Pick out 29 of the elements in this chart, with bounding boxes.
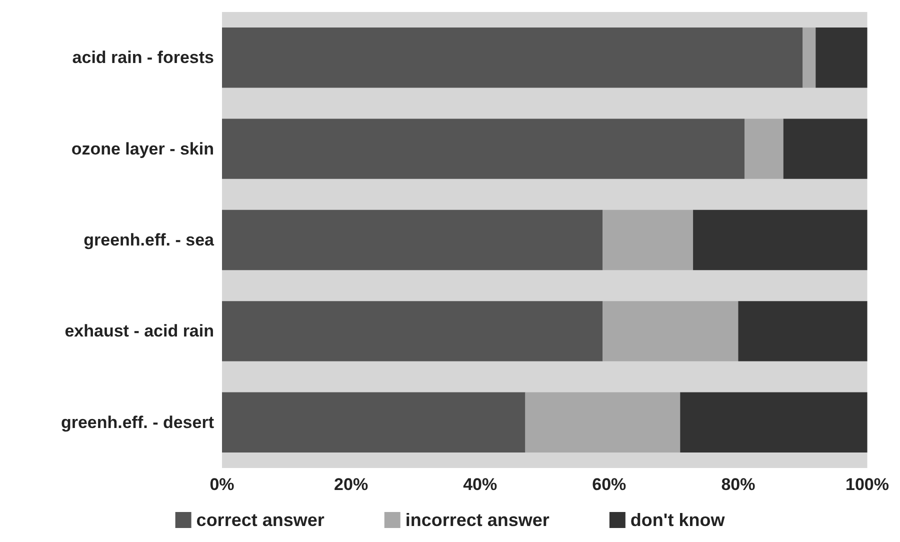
x-tick-label: 0%: [210, 475, 234, 494]
bar: [802, 28, 816, 88]
x-tick-label: 60%: [592, 475, 626, 494]
bar: [783, 118, 868, 179]
x-tick-label: 20%: [334, 475, 368, 494]
bar: [738, 301, 868, 362]
legend-label: correct answer: [196, 510, 324, 530]
bar: [680, 392, 868, 452]
y-tick-label: ozone layer - skin: [71, 139, 214, 158]
y-tick-label: greenh.eff. - sea: [84, 230, 215, 250]
x-tick-label: 80%: [721, 475, 756, 494]
bar: [525, 392, 680, 452]
y-tick-label: exhaust - acid rain: [64, 322, 214, 341]
bar: [744, 118, 784, 179]
legend-label: don't know: [630, 510, 726, 530]
bar: [222, 392, 526, 452]
legend-label: incorrect answer: [405, 510, 550, 530]
y-tick-label: acid rain - forests: [72, 48, 214, 68]
x-tick-label: 100%: [846, 475, 890, 494]
x-tick-label: 40%: [463, 475, 498, 494]
bar: [602, 210, 694, 270]
bar: [222, 28, 803, 88]
y-tick-label: greenh.eff. - desert: [60, 412, 214, 432]
bar: [816, 28, 868, 88]
bar: [222, 118, 745, 179]
bar: [222, 210, 603, 270]
bar: [602, 301, 738, 362]
bar: [222, 301, 603, 362]
bar: [693, 210, 868, 270]
